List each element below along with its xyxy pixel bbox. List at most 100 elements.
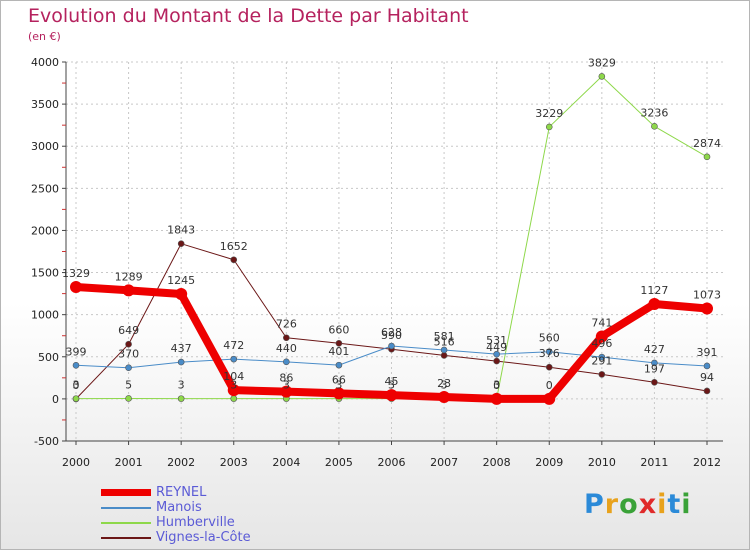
data-label-vignes-la-c-te-2003: 1652 — [220, 240, 248, 253]
data-label-manois-2006: 628 — [381, 326, 402, 339]
data-label-vignes-la-c-te-2010: 291 — [591, 354, 612, 367]
data-label-vignes-la-c-te-2004: 726 — [276, 318, 297, 331]
point-manois-2009 — [545, 348, 553, 356]
y-tick-label-9: 4000 — [31, 56, 59, 69]
point-humberville-2001 — [125, 395, 132, 402]
data-label-humberville-2008: 3 — [493, 379, 500, 392]
y-tick-label-3: 1000 — [31, 309, 59, 322]
logo-letter-5: t — [667, 489, 682, 520]
data-label-manois-2005: 401 — [328, 345, 349, 358]
data-label-vignes-la-c-te-2002: 1843 — [167, 224, 195, 237]
point-reynel-2000 — [70, 280, 82, 293]
point-vignes-la-c-te-2005 — [335, 340, 343, 347]
data-label-humberville-2002: 3 — [178, 379, 185, 392]
data-label-reynel-2000: 1329 — [62, 267, 90, 280]
x-tick-label-2000: 2000 — [62, 456, 90, 469]
data-label-humberville-2001: 5 — [125, 378, 132, 391]
legend-swatch-vignes — [101, 537, 151, 539]
point-vignes-la-c-te-2002 — [177, 240, 185, 247]
data-label-manois-2004: 440 — [276, 342, 297, 355]
data-label-manois-2011: 427 — [644, 343, 665, 356]
data-label-vignes-la-c-te-2007: 516 — [434, 335, 455, 348]
point-humberville-2012 — [703, 153, 711, 161]
y-tick-label-8: 3500 — [31, 98, 59, 111]
point-reynel-2012 — [701, 302, 713, 315]
point-manois-2005 — [335, 361, 343, 369]
data-label-humberville-2000: 3 — [73, 379, 80, 392]
point-manois-2002 — [177, 358, 185, 366]
legend-label-reynel: REYNEL — [156, 485, 207, 500]
point-vignes-la-c-te-2009 — [545, 363, 553, 371]
point-reynel-2003 — [227, 384, 240, 397]
data-label-reynel-2011: 1127 — [640, 284, 668, 297]
data-label-humberville-2011: 3236 — [640, 106, 668, 119]
logo-letter-0: P — [584, 489, 605, 520]
data-label-humberville-2010: 3829 — [588, 56, 616, 69]
data-label-reynel-2009: 0 — [546, 379, 553, 392]
data-label-manois-2009: 560 — [539, 332, 560, 345]
point-vignes-la-c-te-2003 — [230, 256, 238, 264]
data-label-vignes-la-c-te-2012: 94 — [700, 371, 714, 384]
point-reynel-2009 — [543, 392, 556, 405]
data-label-manois-2007: 581 — [434, 330, 455, 343]
y-tick-label-6: 2500 — [31, 182, 59, 195]
point-vignes-la-c-te-2001 — [125, 340, 132, 348]
point-humberville-2002 — [177, 395, 185, 402]
x-tick-label-2012: 2012 — [693, 456, 721, 469]
x-tick-label-2008: 2008 — [483, 456, 511, 469]
point-humberville-2000 — [72, 395, 80, 402]
legend-swatch-manois — [101, 507, 151, 509]
point-reynel-2007 — [438, 390, 451, 403]
data-label-reynel-2007: 23 — [437, 377, 451, 390]
legend-label-manois: Manois — [156, 500, 202, 515]
point-reynel-2008 — [490, 392, 503, 405]
data-label-manois-2010: 496 — [591, 337, 612, 350]
point-reynel-2004 — [280, 385, 293, 398]
x-tick-label-2006: 2006 — [378, 456, 406, 469]
logo-letter-6: i — [681, 489, 692, 520]
data-label-vignes-la-c-te-2008: 449 — [486, 341, 507, 354]
point-reynel-2006 — [385, 389, 398, 402]
data-label-humberville-2012: 2874 — [693, 137, 721, 150]
logo-letter-4: i — [657, 489, 668, 520]
point-manois-2000 — [72, 361, 80, 369]
y-tick-label-0: -500 — [34, 435, 59, 448]
point-vignes-la-c-te-2007 — [440, 352, 448, 359]
point-manois-2011 — [651, 359, 658, 367]
data-label-manois-2002: 437 — [171, 342, 192, 355]
data-label-reynel-2001: 1289 — [115, 270, 143, 283]
point-reynel-2002 — [175, 288, 188, 301]
proxiti-logo: Proxiti — [584, 489, 692, 520]
point-reynel-2010 — [595, 330, 608, 343]
legend-label-vignes: Vignes-la-Côte — [156, 530, 251, 545]
data-label-reynel-2010: 741 — [591, 316, 612, 329]
legend-swatch-reynel — [101, 489, 151, 496]
data-label-manois-2012: 391 — [697, 346, 718, 359]
data-label-vignes-la-c-te-2000: 0 — [73, 379, 80, 392]
data-label-reynel-2003: 104 — [223, 370, 244, 383]
axes: -500050010001500200025003000350040002000… — [31, 56, 723, 469]
x-tick-label-2002: 2002 — [167, 456, 195, 469]
point-vignes-la-c-te-2011 — [651, 378, 658, 386]
point-humberville-2003 — [230, 395, 238, 402]
logo-letter-2: o — [619, 489, 639, 520]
y-tick-label-2: 500 — [38, 351, 59, 364]
data-label-reynel-2006: 45 — [385, 375, 399, 388]
series-group — [70, 73, 713, 405]
data-label-vignes-la-c-te-2001: 649 — [118, 324, 139, 337]
data-label-manois-2003: 472 — [223, 339, 244, 352]
data-label-vignes-la-c-te-2009: 376 — [539, 347, 560, 360]
data-label-reynel-2004: 86 — [279, 372, 293, 385]
data-label-reynel-2008: 0 — [493, 379, 500, 392]
point-vignes-la-c-te-2008 — [493, 357, 500, 365]
x-tick-label-2001: 2001 — [115, 456, 143, 469]
x-tick-label-2010: 2010 — [588, 456, 616, 469]
point-vignes-la-c-te-2012 — [703, 387, 711, 395]
data-label-humberville-2006: 3 — [388, 379, 395, 392]
point-manois-2001 — [125, 364, 132, 372]
data-label-humberville-2005: 3 — [335, 379, 342, 392]
point-manois-2006 — [388, 342, 395, 350]
